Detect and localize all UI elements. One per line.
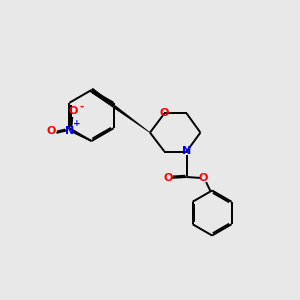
- Text: +: +: [73, 119, 80, 128]
- Text: O: O: [160, 108, 169, 118]
- Text: O: O: [69, 106, 78, 116]
- Text: O: O: [198, 173, 208, 184]
- Text: O: O: [46, 125, 56, 136]
- Text: O: O: [164, 173, 173, 184]
- Text: N: N: [65, 125, 74, 136]
- Polygon shape: [90, 88, 150, 133]
- Text: N: N: [182, 146, 191, 157]
- Text: -: -: [79, 102, 83, 112]
